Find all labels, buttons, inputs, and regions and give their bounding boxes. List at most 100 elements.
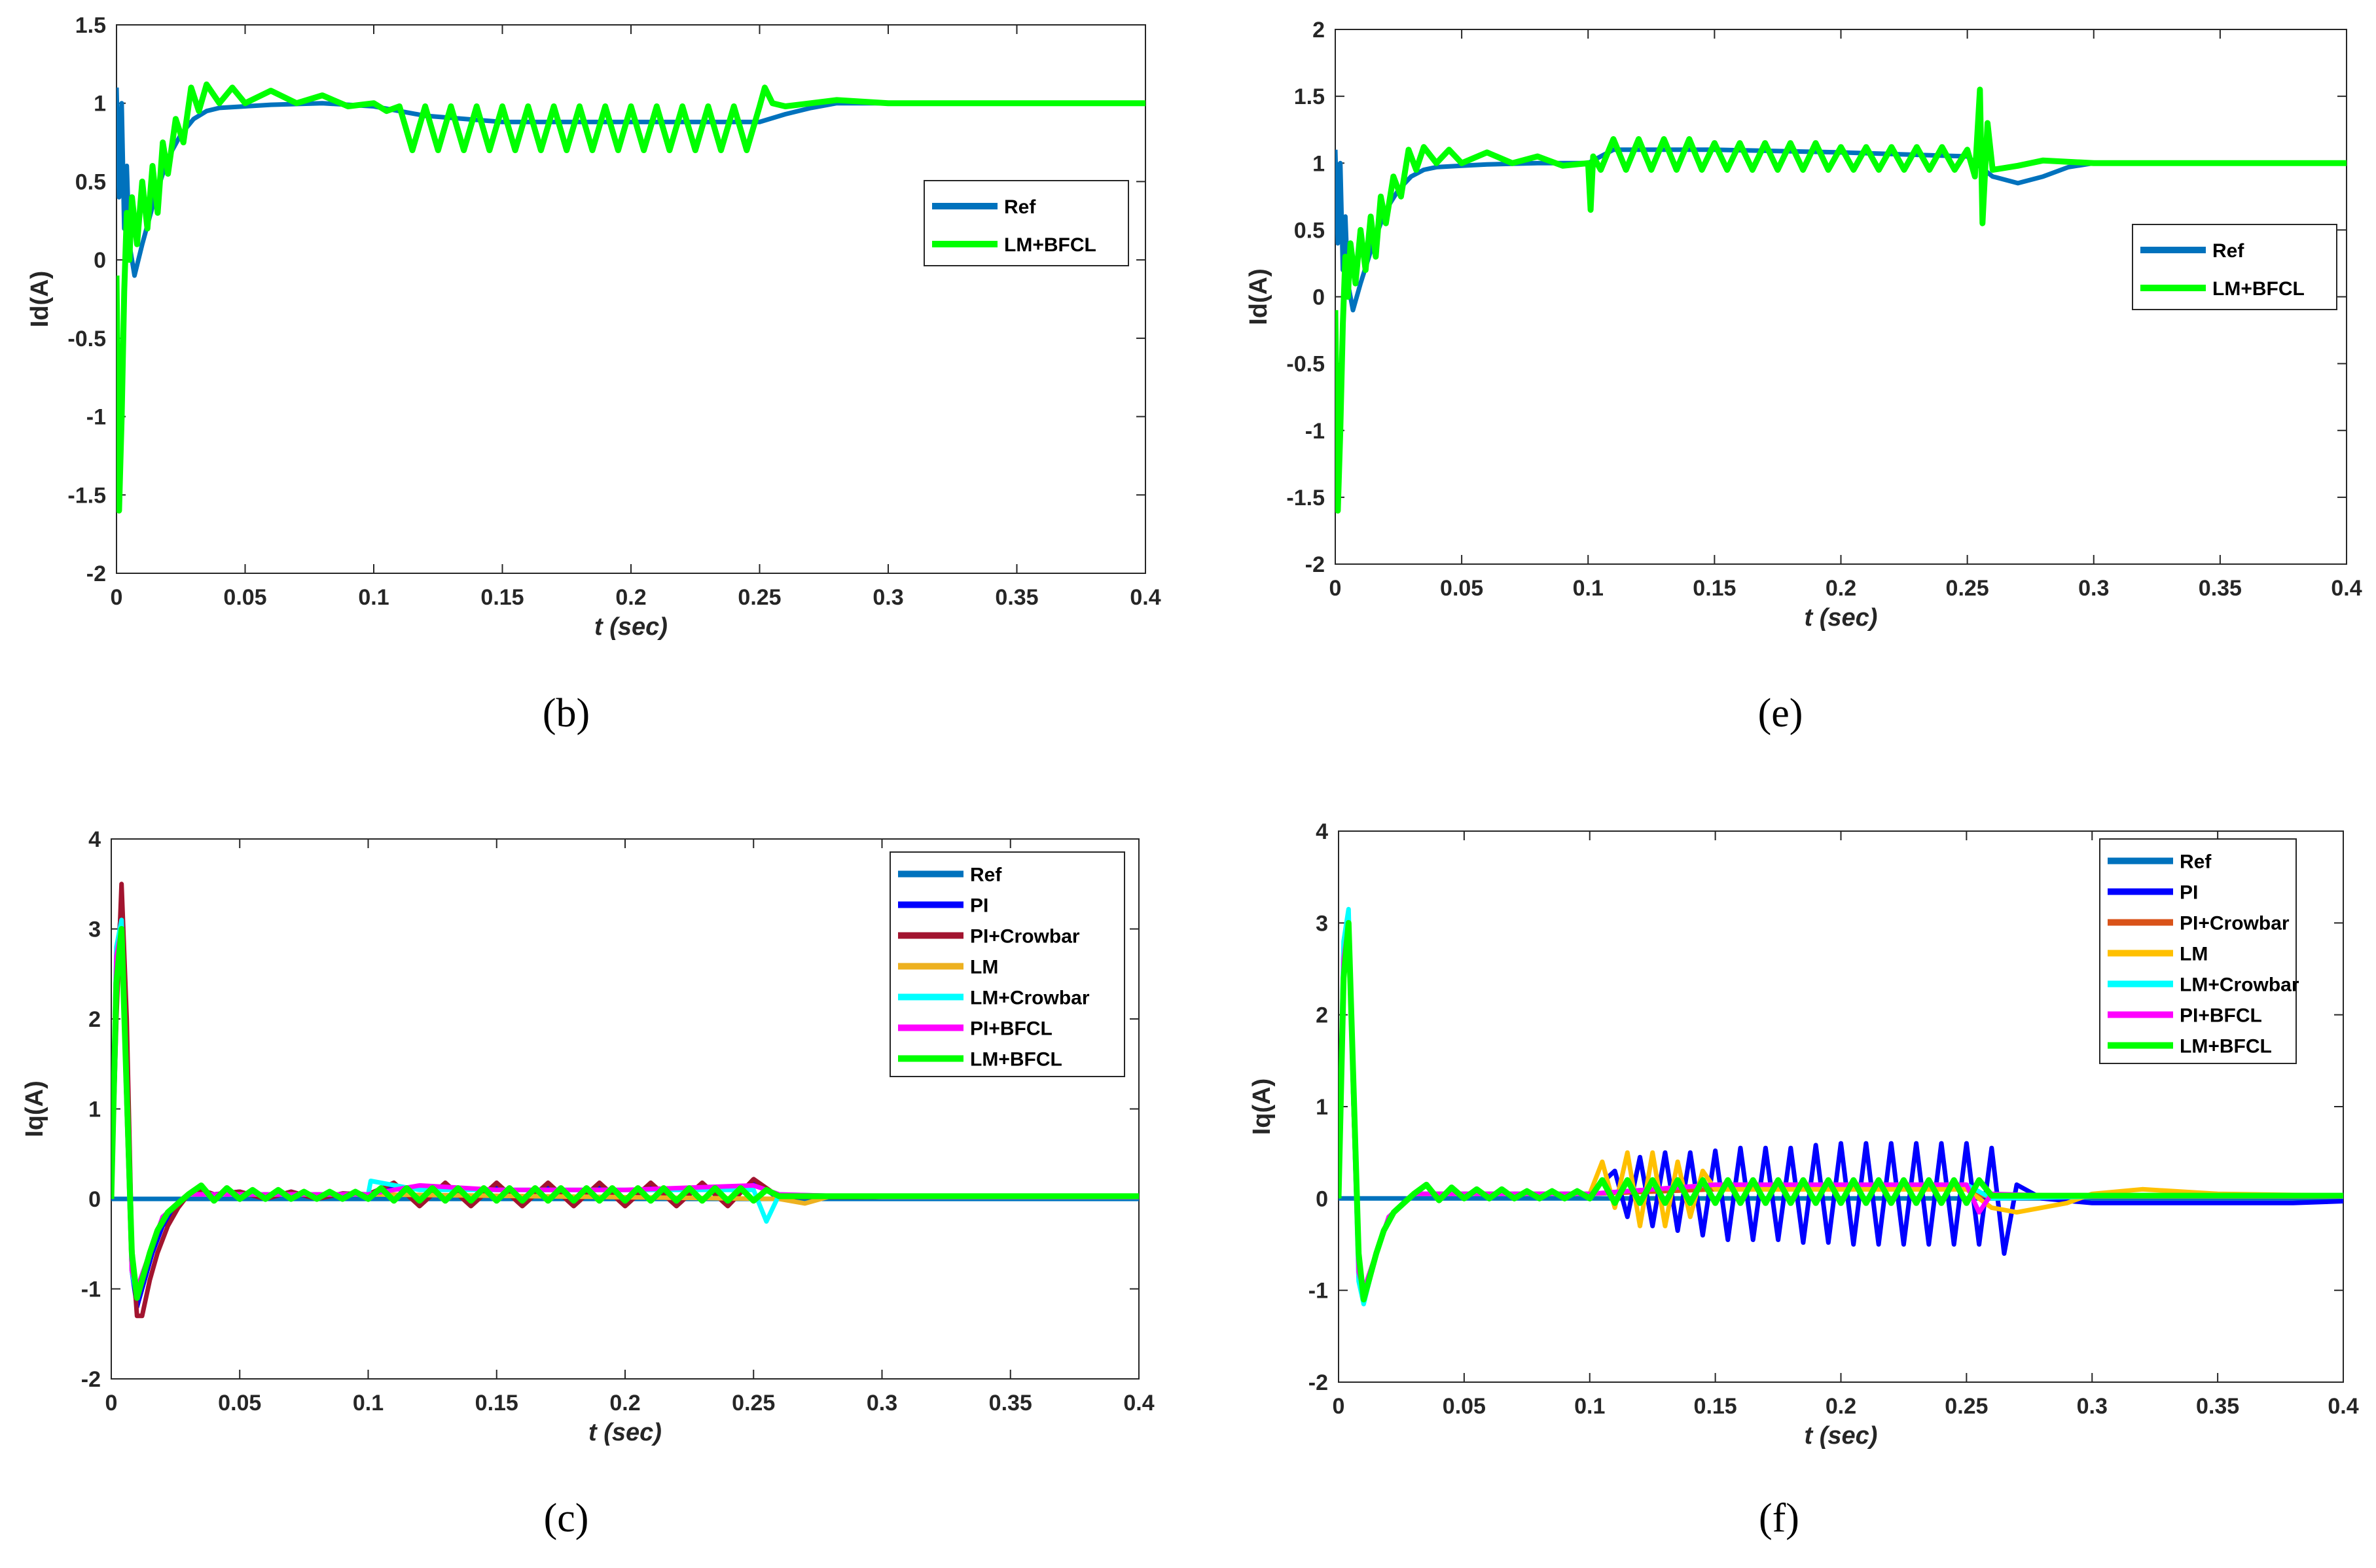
chart-panel-b: 0 0.05 0.1 0.15 0.2 0.25 0.3 0.35 0.4 -2 -1.5 -1 -0.… (26, 13, 1161, 736)
y-tick-label: 1 (94, 92, 106, 116)
x-tick-label: 0.35 (2196, 1394, 2239, 1419)
legend-label: LM (2180, 944, 2208, 965)
x-tick-label: 0.3 (2078, 576, 2109, 601)
legend-label: Ref (1004, 196, 1036, 218)
y-tick-label: -0.5 (67, 327, 106, 351)
y-tick-label: 0 (88, 1187, 101, 1212)
y-tick-label: -2 (86, 561, 106, 586)
x-tick-label: 0.3 (867, 1391, 897, 1416)
y-axis-label: Id(A) (26, 271, 54, 328)
y-tick-label: -1 (86, 405, 106, 430)
legend: Ref LM+BFCL (2132, 224, 2337, 310)
y-tick-label: 1.5 (75, 13, 106, 38)
series-line-lm-bfcl (1335, 86, 2347, 514)
y-tick-label: 1 (88, 1097, 101, 1122)
legend-box (2132, 224, 2337, 310)
x-tick-label: 0.4 (2328, 1394, 2358, 1419)
legend-label: Ref (970, 864, 1002, 886)
y-tick-label: 0 (1316, 1186, 1328, 1211)
y-tick-label: 0.5 (75, 169, 106, 194)
legend-box (924, 180, 1129, 266)
x-tick-label: 0.1 (358, 585, 389, 610)
legend-label: LM+Crowbar (970, 988, 1090, 1009)
legend-label: PI+Crowbar (2180, 913, 2290, 935)
panel-caption: (e) (1758, 691, 1803, 736)
y-tick-label: -1 (1305, 419, 1325, 444)
legend-label: PI+BFCL (2180, 1005, 2262, 1027)
y-tick-label: 2 (88, 1007, 101, 1032)
series-group (117, 81, 1145, 514)
legend-box (2099, 838, 2297, 1064)
x-axis-label: t (sec) (1805, 1422, 1878, 1450)
y-axis-label: Id(A) (1245, 268, 1272, 325)
panel-caption: (b) (543, 691, 590, 736)
x-tick-label: 0.3 (873, 585, 903, 610)
legend-label: LM+BFCL (2180, 1036, 2272, 1058)
series-line-lm-bfcl (111, 926, 1139, 1301)
x-tick-label: 0.2 (1826, 576, 1856, 601)
series-group (1335, 86, 2347, 514)
y-tick-label: 2 (1312, 18, 1325, 43)
series-line-lm-bfcl (1339, 919, 2343, 1303)
y-tick-label: 1 (1312, 151, 1325, 176)
x-tick-label: 0.05 (1443, 1394, 1486, 1419)
series-group (111, 882, 1139, 1319)
x-tick-label: 0 (111, 585, 123, 610)
y-tick-label: -0.5 (1286, 352, 1325, 377)
x-tick-label: 0.05 (1440, 576, 1483, 601)
y-tick-label: -1.5 (1286, 486, 1325, 510)
y-tick-label: 3 (88, 918, 101, 942)
legend: Ref LM+BFCL (924, 180, 1129, 266)
x-tick-label: 0.35 (2199, 576, 2242, 601)
series-group (1339, 906, 2343, 1307)
x-tick-label: 0.2 (615, 585, 646, 610)
y-tick-label: -2 (81, 1367, 101, 1392)
legend-label: LM+BFCL (1004, 234, 1096, 256)
x-tick-label: 0.25 (1945, 1394, 1988, 1419)
panel-caption: (c) (544, 1496, 589, 1541)
legend-label: PI (2180, 882, 2198, 904)
x-tick-label: 0.05 (223, 585, 266, 610)
x-tick-label: 0.05 (218, 1391, 261, 1416)
legend-label: LM+BFCL (970, 1049, 1062, 1071)
x-tick-label: 0 (105, 1391, 118, 1416)
chart-panel-e: 0 0.05 0.1 0.15 0.2 0.25 0.3 0.35 0.4 -2 -1.5 -1 -0.… (1245, 18, 2362, 736)
x-tick-label: 0.15 (475, 1391, 518, 1416)
chart-panel-c: 0 0.05 0.1 0.15 0.2 0.25 0.3 0.35 0.4 -2 -1 0 1 2 3 4 t … (21, 827, 1155, 1541)
y-tick-label: -1.5 (67, 483, 106, 508)
x-tick-label: 0.25 (1946, 576, 1989, 601)
y-tick-label: 4 (1316, 819, 1328, 844)
legend: Ref PI PI+Crowbar LM LM+Crowbar PI+BFCL LM+BFC… (2099, 838, 2299, 1064)
chart-panel-f: 0 0.05 0.1 0.15 0.2 0.25 0.3 0.35 0.4 -2 -1 0 1 2 3 4 t … (1248, 819, 2359, 1541)
x-axis-label: t (sec) (594, 613, 668, 641)
y-tick-label: 2 (1316, 1003, 1328, 1028)
y-tick-label: 1 (1316, 1095, 1328, 1120)
x-tick-label: 0.35 (995, 585, 1038, 610)
x-tick-label: 0 (1329, 576, 1342, 601)
x-tick-label: 0.2 (609, 1391, 640, 1416)
legend-label: PI+BFCL (970, 1018, 1053, 1040)
x-tick-label: 0.4 (2331, 576, 2362, 601)
x-tick-label: 0.2 (1826, 1394, 1856, 1419)
y-tick-label: 4 (88, 827, 101, 852)
series-line-lm-bfcl (117, 81, 1145, 514)
x-tick-label: 0.35 (989, 1391, 1032, 1416)
legend-label: Ref (2180, 851, 2212, 873)
y-axis-label: Iq(A) (1248, 1078, 1276, 1135)
x-tick-label: 0.1 (1574, 1394, 1605, 1419)
x-tick-label: 0.3 (2077, 1394, 2108, 1419)
y-tick-label: -1 (1308, 1279, 1328, 1304)
x-axis-label: t (sec) (1805, 604, 1878, 632)
legend: Ref PI PI+Crowbar LM LM+Crowbar PI+BFCL LM+BFC… (890, 851, 1125, 1077)
y-tick-label: 3 (1316, 911, 1328, 936)
y-tick-label: -2 (1308, 1370, 1328, 1395)
y-tick-label: 0 (1312, 285, 1325, 310)
y-tick-label: 0 (94, 248, 106, 273)
legend-label: PI (970, 895, 988, 917)
x-tick-label: 0.15 (1694, 1394, 1737, 1419)
panel-caption: (f) (1759, 1496, 1799, 1541)
y-axis-label: Iq(A) (21, 1080, 48, 1137)
x-tick-label: 0.25 (738, 585, 781, 610)
y-tick-label: -2 (1305, 552, 1325, 577)
